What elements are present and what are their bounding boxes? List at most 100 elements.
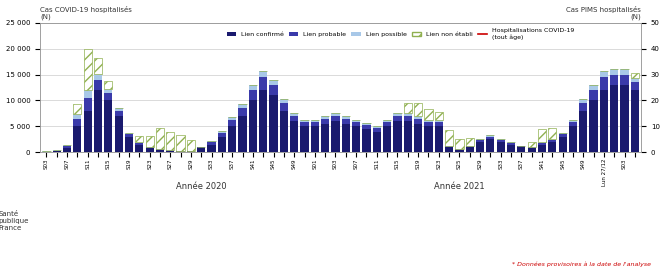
Bar — [404, 121, 412, 152]
Bar — [352, 122, 361, 126]
Bar — [187, 151, 195, 152]
Bar — [259, 77, 268, 90]
Bar — [373, 129, 381, 131]
Bar — [321, 119, 329, 124]
Bar — [228, 117, 236, 120]
Bar — [527, 148, 536, 152]
Bar — [383, 120, 391, 122]
Bar — [373, 126, 381, 129]
Bar — [548, 142, 556, 152]
Bar — [104, 100, 112, 152]
Bar — [177, 151, 185, 152]
Bar — [476, 139, 484, 140]
Bar — [538, 129, 546, 142]
Bar — [486, 137, 495, 139]
Bar — [156, 128, 164, 148]
Bar — [207, 143, 216, 144]
Bar — [207, 144, 216, 152]
Bar — [631, 73, 639, 78]
Bar — [145, 147, 154, 148]
Text: Année 2020: Année 2020 — [176, 181, 226, 191]
Bar — [114, 111, 123, 116]
Bar — [300, 122, 309, 126]
Bar — [476, 142, 484, 152]
Bar — [393, 116, 402, 121]
Bar — [84, 98, 92, 111]
Bar — [114, 108, 123, 111]
Bar — [104, 89, 112, 93]
Bar — [342, 119, 350, 124]
Bar — [249, 90, 257, 100]
Bar — [331, 121, 339, 152]
Bar — [620, 85, 629, 152]
Bar — [290, 113, 298, 116]
Bar — [414, 116, 422, 119]
Bar — [187, 140, 195, 151]
Bar — [610, 85, 618, 152]
Bar — [342, 116, 350, 119]
Bar — [465, 138, 474, 146]
Bar — [280, 111, 288, 152]
Bar — [456, 139, 463, 149]
Bar — [435, 122, 443, 126]
Bar — [156, 149, 164, 150]
Bar — [373, 131, 381, 152]
Bar — [73, 126, 82, 152]
Bar — [486, 139, 495, 152]
Bar — [290, 116, 298, 121]
Bar — [414, 103, 422, 116]
Legend: Lien confirmé, Lien probable, Lien possible, Lien non établi, Hospitalisations C: Lien confirmé, Lien probable, Lien possi… — [224, 26, 577, 42]
Bar — [435, 112, 443, 120]
Bar — [497, 140, 505, 142]
Bar — [270, 80, 278, 85]
Bar — [63, 144, 71, 146]
Bar — [620, 75, 629, 85]
Bar — [569, 120, 577, 122]
Bar — [259, 90, 268, 152]
Text: * Données provisoires à la date de l'analyse: * Données provisoires à la date de l'ana… — [512, 262, 651, 267]
Bar — [166, 132, 175, 150]
Text: Santé
publique
France: Santé publique France — [0, 211, 29, 231]
Bar — [424, 122, 432, 126]
Bar — [94, 80, 102, 90]
Bar — [166, 151, 175, 152]
Bar — [538, 142, 546, 143]
Bar — [311, 120, 319, 122]
Text: Cas COVID-19 hospitalisés
(N): Cas COVID-19 hospitalisés (N) — [41, 6, 132, 20]
Bar — [331, 113, 339, 116]
Bar — [342, 124, 350, 152]
Bar — [548, 129, 556, 139]
Text: Année 2021: Année 2021 — [434, 181, 485, 191]
Bar — [228, 126, 236, 152]
Bar — [631, 90, 639, 152]
Bar — [579, 103, 588, 111]
Bar — [94, 58, 102, 73]
Bar — [631, 78, 639, 82]
Bar — [331, 116, 339, 121]
Bar — [558, 134, 567, 137]
Bar — [125, 133, 133, 134]
Bar — [280, 99, 288, 103]
Bar — [321, 116, 329, 119]
Bar — [393, 121, 402, 152]
Bar — [300, 120, 309, 122]
Bar — [270, 85, 278, 95]
Bar — [135, 143, 143, 144]
Bar — [590, 100, 598, 152]
Bar — [445, 146, 454, 147]
Bar — [156, 148, 164, 149]
Bar — [249, 100, 257, 152]
Bar — [631, 82, 639, 90]
Bar — [558, 133, 567, 134]
Bar — [84, 111, 92, 152]
Bar — [600, 71, 608, 77]
Bar — [558, 137, 567, 152]
Bar — [73, 104, 82, 114]
Bar — [352, 120, 361, 122]
Bar — [84, 90, 92, 98]
Bar — [311, 122, 319, 126]
Bar — [424, 109, 432, 120]
Bar — [218, 137, 226, 152]
Bar — [538, 143, 546, 144]
Bar — [404, 116, 412, 121]
